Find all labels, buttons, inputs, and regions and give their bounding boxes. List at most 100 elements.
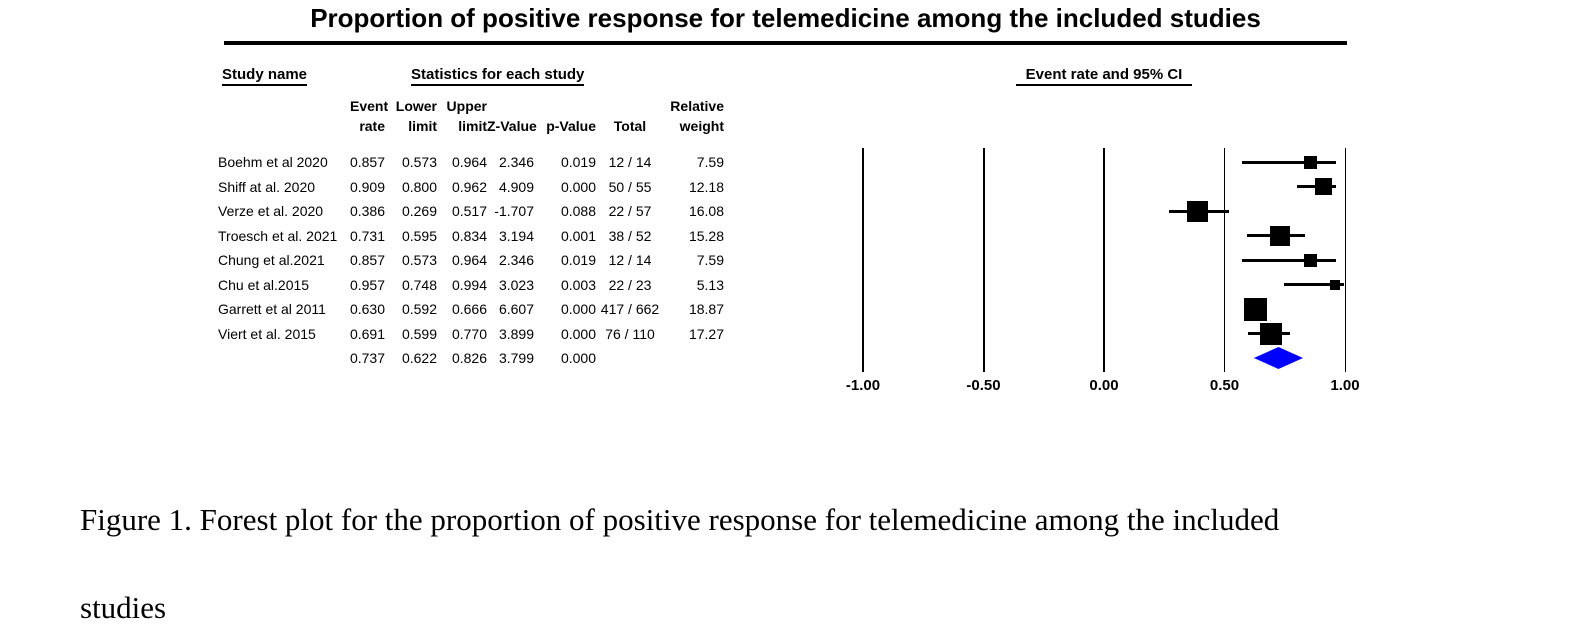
stat-cell-total — [596, 346, 664, 371]
stat-cell-z: 6.607 — [498, 301, 534, 318]
stat-cell-total: 76 / 110 — [605, 325, 655, 342]
study-name-cell: Troesch et al. 2021 — [218, 227, 338, 244]
header-label — [596, 96, 664, 116]
stat-cell-event_rate: 0.731 — [349, 227, 385, 244]
point-estimate-marker — [1304, 155, 1318, 169]
study-name-cell: Verze et al. 2020 — [218, 203, 324, 220]
header-label: Event — [350, 98, 389, 114]
header-label: limit — [458, 118, 487, 134]
axis-tick-label: 0.50 — [1209, 377, 1240, 394]
stat-cell-p: 0.000 — [560, 178, 596, 195]
stat-cell-upper: 0.962 — [451, 178, 487, 195]
stat-cell-event_rate: 0.857 — [349, 252, 385, 269]
study-name-cell: Boehm et al 2020 — [218, 154, 328, 171]
stat-cell-p: 0.088 — [560, 203, 596, 220]
stat-cell-weight: 15.28 — [688, 227, 724, 244]
stat-cell-upper: 0.517 — [451, 203, 487, 220]
plot-gridline — [1224, 148, 1225, 372]
ci-line — [1242, 160, 1337, 164]
ci-line — [1242, 258, 1337, 262]
stat-cell-upper: 0.994 — [451, 276, 487, 293]
study-name-cell: Chu et al.2015 — [218, 276, 310, 293]
ci-line — [1284, 283, 1344, 286]
stat-cell-z: 4.909 — [498, 178, 534, 195]
plot-gridline — [862, 148, 864, 372]
stat-cell-event_rate: 0.909 — [349, 178, 385, 195]
stat-cell-lower: 0.269 — [401, 203, 437, 220]
stat-cell-z: 2.346 — [498, 154, 534, 171]
point-estimate-marker — [1244, 297, 1268, 321]
plot-gridline — [982, 148, 985, 372]
section-header-statistics: Statistics for each study — [411, 66, 585, 86]
point-estimate-marker — [1186, 200, 1208, 222]
stat-cell-weight: 7.59 — [696, 252, 724, 269]
axis-tick-label: -1.00 — [845, 377, 881, 394]
study-name-cell: Garrett et al 2011 — [218, 301, 326, 318]
stat-cell-weight: 18.87 — [688, 301, 724, 318]
stat-cell-weight: 17.27 — [688, 325, 724, 342]
stat-cell-p: 0.000 — [560, 350, 596, 367]
stat-cell-p: 0.000 — [560, 301, 596, 318]
header-cell-total: Total — [596, 96, 664, 136]
stat-cell-lower: 0.573 — [401, 252, 437, 269]
stat-cell-weight — [664, 346, 724, 371]
section-header-event-rate-ci: Event rate and 95% CI — [1016, 66, 1192, 86]
stat-cell-lower: 0.592 — [401, 301, 437, 318]
axis-tick-label: -0.50 — [966, 377, 1001, 394]
stat-cell-z: 3.799 — [498, 350, 534, 367]
figure-caption-line1: Figure 1. Forest plot for the proportion… — [80, 502, 1280, 537]
study-name-cell: Chung et al.2021 — [218, 252, 325, 269]
stat-cell-weight: 16.08 — [688, 203, 724, 220]
stats-column-headers: Event rate Lower limit Upper limit Z-Value p-Va… — [218, 96, 724, 136]
study-name-cell: Viert et al. 2015 — [218, 325, 316, 342]
header-cell-event_rate: Event rate — [350, 96, 389, 136]
title-rule — [224, 41, 1347, 45]
stat-cell-upper: 0.964 — [451, 154, 487, 171]
stat-cell-p: 0.001 — [560, 227, 596, 244]
header-cell-lower: Lower limit — [385, 96, 437, 136]
stat-cell-event_rate: 0.957 — [349, 276, 385, 293]
axis-tick-label: 0.00 — [1089, 377, 1119, 394]
stat-cell-lower: 0.748 — [401, 276, 437, 293]
stat-cell-p: 0.019 — [560, 154, 596, 171]
point-estimate-marker — [1329, 279, 1340, 290]
stat-cell-total: 12 / 14 — [608, 154, 652, 171]
stat-cell-upper: 0.964 — [451, 252, 487, 269]
stat-cell-lower: 0.595 — [401, 227, 437, 244]
stat-cell-total: 417 / 662 — [600, 301, 660, 318]
stat-cell-upper: 0.666 — [451, 301, 487, 318]
header-label: rate — [359, 118, 385, 134]
point-estimate-marker — [1270, 225, 1291, 246]
header-cell-z: Z-Value — [487, 96, 537, 136]
stat-cell-z: 2.346 — [498, 252, 534, 269]
stat-cell-p: 0.000 — [560, 325, 596, 342]
point-estimate-marker — [1304, 253, 1318, 267]
figure-caption-line2: studies — [80, 590, 167, 625]
header-cell-name — [218, 96, 350, 136]
stat-cell-total: 50 / 55 — [608, 178, 652, 195]
header-label: Upper — [446, 98, 487, 114]
header-label: Lower — [395, 98, 437, 114]
header-cell-p: p-Value — [534, 96, 596, 136]
plot-gridline — [1344, 148, 1346, 372]
point-estimate-marker — [1259, 322, 1282, 345]
header-label: p-Value — [546, 118, 596, 134]
stat-cell-z: -1.707 — [494, 203, 534, 220]
stat-cell-weight: 5.13 — [696, 276, 724, 293]
stat-cell-lower: 0.622 — [401, 350, 437, 367]
stat-cell-lower: 0.573 — [401, 154, 437, 171]
stat-cell-z: 3.899 — [498, 325, 534, 342]
stat-cell-event_rate: 0.630 — [349, 301, 385, 318]
axis-tick-label: 1.00 — [1330, 377, 1360, 394]
figure-title: Proportion of positive response for tele… — [310, 3, 1261, 33]
header-label: Z-Value — [487, 118, 537, 134]
header-label — [218, 116, 350, 136]
stat-cell-z: 3.194 — [498, 227, 534, 244]
stat-cell-total: 22 / 23 — [608, 276, 652, 293]
header-label — [534, 96, 596, 116]
stat-cell-weight: 7.59 — [696, 154, 724, 171]
section-header-study-name: Study name — [222, 66, 308, 86]
header-label — [487, 96, 534, 116]
stats-table: Boehm et al 2020 0.857 0.573 0.964 2.346 0.01… — [218, 150, 724, 371]
